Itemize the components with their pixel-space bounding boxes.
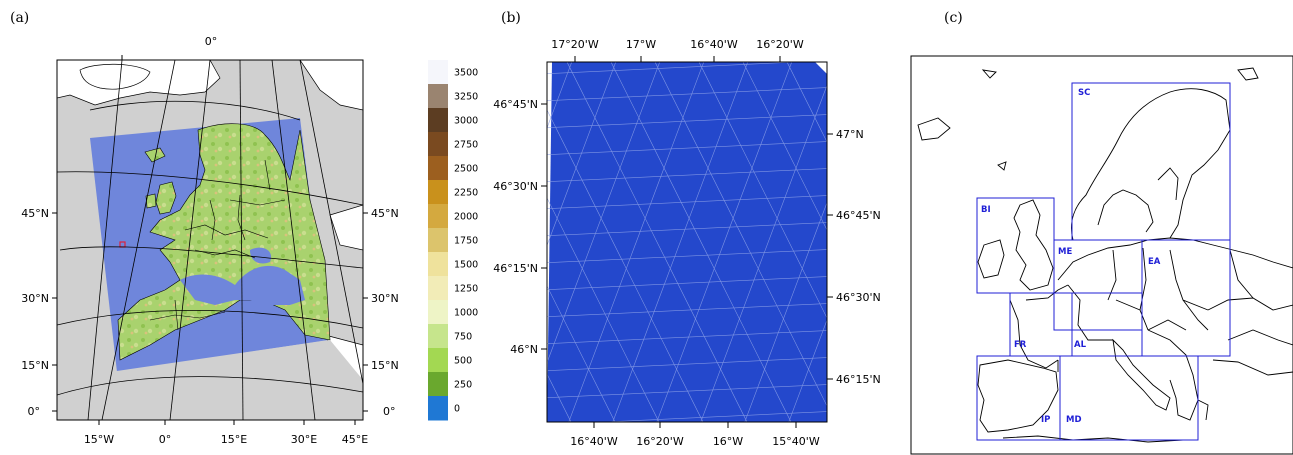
- lon-label: 16°20'W: [756, 38, 804, 51]
- lat-label: 46°15'N: [836, 373, 881, 386]
- lat-label: 0°: [383, 405, 396, 418]
- panel-b-bottom-lon-labels: 16°40'W 16°20'W 16°W 15°40'W: [570, 435, 820, 448]
- panel-a-right-lat-labels: 45°N 30°N 15°N 0°: [371, 207, 399, 418]
- colorbar-swatch: [428, 396, 448, 421]
- colorbar-label: 250: [454, 380, 472, 391]
- lat-label: 15°N: [371, 359, 399, 372]
- lon-label: 15°40'W: [772, 435, 820, 448]
- lat-label: 46°45'N: [836, 209, 881, 222]
- colorbar-label: 2000: [454, 212, 478, 223]
- colorbar-label: 0: [454, 404, 460, 415]
- colorbar-label: 1500: [454, 260, 478, 271]
- panel-a-letter: (a): [10, 10, 30, 26]
- panel-a-map: 0° 45°N 30°N 15°N 0° 45°N 30°N 15°N 0° 1…: [21, 35, 399, 446]
- lat-label: 47°N: [836, 128, 864, 141]
- lon-label: 45°E: [342, 433, 368, 446]
- lon-label: 30°E: [291, 433, 317, 446]
- lon-label: 16°40'W: [690, 38, 738, 51]
- region-label: AL: [1074, 340, 1087, 350]
- lat-label: 30°N: [371, 292, 399, 305]
- colorbar-swatch: [428, 348, 448, 373]
- region-label: EA: [1148, 257, 1161, 267]
- region-label: ME: [1058, 247, 1072, 257]
- colorbar-label: 750: [454, 332, 472, 343]
- lat-label: 30°N: [21, 292, 49, 305]
- colorbar-label: 2500: [454, 164, 478, 175]
- colorbar-label: 500: [454, 356, 472, 367]
- colorbar-swatch: [428, 204, 448, 229]
- lat-label: 46°30'N: [836, 291, 881, 304]
- colorbar-swatch: [428, 108, 448, 133]
- lon-label: 16°W: [713, 435, 743, 448]
- lon-label: 15°W: [84, 433, 114, 446]
- lat-label: 46°N: [510, 343, 538, 356]
- panel-c-map: SC BI ME EA FR AL IP MD: [910, 55, 1293, 455]
- panel-a-colorbar: 3500325030002750250022502000175015001250…: [428, 60, 478, 421]
- colorbar-label: 1750: [454, 236, 478, 247]
- panel-c-letter: (c): [944, 10, 963, 26]
- panel-a-left-lat-labels: 45°N 30°N 15°N 0°: [21, 207, 49, 418]
- panel-b-left-lat-labels: 46°45'N 46°30'N 46°15'N 46°N: [493, 98, 538, 356]
- colorbar-label: 2750: [454, 140, 478, 151]
- colorbar-swatch: [428, 276, 448, 301]
- lat-label: 46°15'N: [493, 262, 538, 275]
- colorbar-swatch: [428, 300, 448, 325]
- panel-b-top-lon-labels: 17°20'W 17°W 16°40'W 16°20'W: [551, 38, 804, 51]
- lat-label: 45°N: [371, 207, 399, 220]
- region-box: [1059, 355, 1199, 441]
- colorbar-swatch: [428, 132, 448, 157]
- colorbar-swatch: [428, 60, 448, 85]
- region-box: [976, 355, 1061, 441]
- colorbar-label: 1250: [454, 284, 478, 295]
- colorbar-swatch: [428, 180, 448, 205]
- lon-label: 16°20'W: [636, 435, 684, 448]
- colorbar-swatch: [428, 228, 448, 253]
- lat-label: 46°30'N: [493, 180, 538, 193]
- panel-b-map: 17°20'W 17°W 16°40'W 16°20'W 46°45'N 46°…: [493, 38, 881, 448]
- colorbar-swatch: [428, 372, 448, 397]
- lon-label: 17°W: [626, 38, 656, 51]
- panel-a-bottom-lon-labels: 15°W 0° 15°E 30°E 45°E: [84, 433, 368, 446]
- lon-label: 17°20'W: [551, 38, 599, 51]
- colorbar-label: 3500: [454, 68, 478, 79]
- lat-label: 0°: [28, 405, 41, 418]
- lat-label: 46°45'N: [493, 98, 538, 111]
- region-label: MD: [1066, 415, 1082, 425]
- region-label: FR: [1014, 340, 1027, 350]
- colorbar-swatch: [428, 156, 448, 181]
- panel-b-letter: (b): [501, 10, 521, 26]
- colorbar-swatch: [428, 84, 448, 109]
- region-label: BI: [981, 205, 991, 215]
- colorbar-swatch: [428, 324, 448, 349]
- lat-label: 45°N: [21, 207, 49, 220]
- panel-b-ocean: [547, 62, 827, 422]
- colorbar-label: 3250: [454, 92, 478, 103]
- lon-label: 0°: [159, 433, 172, 446]
- region-label: IP: [1041, 415, 1050, 425]
- lat-label: 15°N: [21, 359, 49, 372]
- panel-a-top-label: 0°: [205, 35, 218, 48]
- colorbar-label: 1000: [454, 308, 478, 319]
- colorbar-swatch: [428, 252, 448, 277]
- region-label: SC: [1078, 88, 1090, 98]
- lon-label: 16°40'W: [570, 435, 618, 448]
- panel-b-right-lat-labels: 47°N 46°45'N 46°30'N 46°15'N: [836, 128, 881, 386]
- colorbar-label: 3000: [454, 116, 478, 127]
- lon-label: 15°E: [221, 433, 247, 446]
- colorbar-label: 2250: [454, 188, 478, 199]
